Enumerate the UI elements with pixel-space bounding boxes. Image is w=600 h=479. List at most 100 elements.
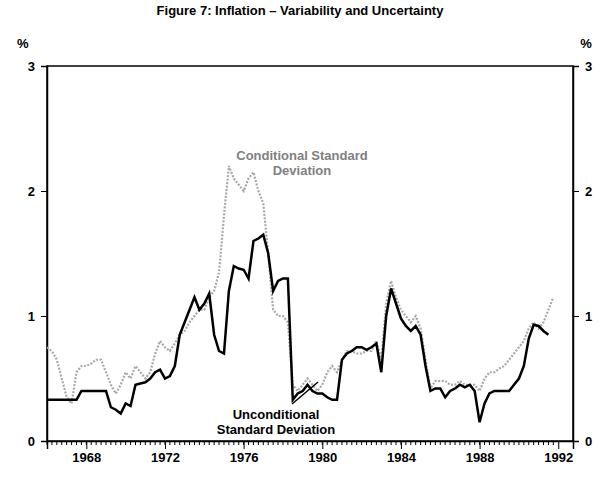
minor-tick [273, 441, 274, 445]
minor-tick [302, 441, 303, 445]
minor-tick [410, 441, 411, 445]
minor-tick [287, 441, 288, 445]
tick-mark [41, 191, 47, 192]
minor-tick [396, 441, 397, 445]
y-axis-left-line [41, 67, 48, 442]
series-lines [47, 166, 553, 422]
minor-tick [366, 441, 367, 445]
minor-tick [361, 441, 362, 445]
minor-tick [96, 441, 97, 445]
tick-label: 3 [585, 59, 592, 74]
minor-tick [184, 441, 185, 445]
minor-tick [469, 441, 470, 445]
minor-tick [243, 441, 244, 445]
tick: 3 [28, 59, 47, 74]
tick: 1980 [308, 441, 337, 465]
minor-tick [499, 441, 500, 445]
tick: 1984 [387, 441, 417, 465]
minor-tick [228, 441, 229, 445]
minor-tick [356, 441, 357, 445]
minor-tick [381, 441, 382, 445]
minor-tick [268, 441, 269, 445]
minor-tick [135, 441, 136, 445]
minor-tick [386, 441, 387, 445]
tick: 1988 [466, 441, 495, 465]
minor-tick [346, 441, 347, 445]
minor-tick [61, 441, 62, 445]
tick-label: 0 [28, 434, 35, 449]
tick-label: 1 [28, 309, 35, 324]
title: Figure 7: Inflation – Variability and Un… [157, 3, 445, 18]
minor-tick [533, 441, 534, 445]
minor-tick [174, 441, 175, 445]
minor-tick [341, 441, 342, 445]
tick: 1992 [544, 441, 573, 465]
minor-tick [400, 441, 401, 445]
tick: 3 [573, 59, 592, 74]
tick-mark [41, 316, 47, 317]
tick: 0 [28, 434, 47, 449]
tick: 1 [573, 309, 592, 324]
tick-mark [573, 316, 579, 317]
minor-tick [47, 441, 48, 445]
minor-tick [223, 441, 224, 445]
minor-tick [440, 441, 441, 445]
minor-tick [278, 441, 279, 445]
minor-tick [445, 441, 446, 445]
minor-tick [140, 441, 141, 445]
tick-mark [322, 441, 323, 449]
series-line [47, 235, 548, 423]
x-axis: 1968 1972 1976 1980 1984 1988 1992 [48, 441, 574, 465]
minor-tick [204, 441, 205, 445]
minor-tick [145, 441, 146, 445]
y-axis-right-line [574, 67, 580, 442]
minor-tick [86, 441, 87, 445]
minor-tick [253, 441, 254, 445]
minor-tick [81, 441, 82, 445]
tick: 1972 [151, 441, 180, 465]
tick: 2 [573, 184, 592, 199]
tick-label: 1968 [72, 450, 101, 465]
minor-tick [459, 441, 460, 445]
minor-tick [415, 441, 416, 445]
series-line [47, 166, 553, 404]
minor-tick [125, 441, 126, 445]
minor-tick [282, 441, 283, 445]
minor-tick [66, 441, 67, 445]
minor-tick [332, 441, 333, 445]
minor-tick [101, 441, 102, 445]
minor-tick [219, 441, 220, 445]
minor-tick [484, 441, 485, 445]
minor-tick [179, 441, 180, 445]
series-label: UnconditionalStandard Deviation [217, 407, 336, 437]
minor-tick [425, 441, 426, 445]
minor-tick [150, 441, 151, 445]
minor-tick [263, 441, 264, 445]
tick: 1976 [230, 441, 259, 465]
minor-tick [209, 441, 210, 445]
minor-tick [164, 441, 165, 445]
minor-tick [327, 441, 328, 445]
tick-label: 2 [585, 184, 592, 199]
minor-tick [169, 441, 170, 445]
minor-tick [337, 441, 338, 445]
minor-tick [160, 441, 161, 445]
minor-tick [371, 441, 372, 445]
minor-tick [514, 441, 515, 445]
tick-label: 2 [28, 184, 35, 199]
tick-label: 1972 [151, 450, 180, 465]
minor-tick [494, 441, 495, 445]
y-axis-right: 0123 [573, 59, 592, 449]
minor-tick [538, 441, 539, 445]
tick-mark [244, 441, 245, 449]
minor-tick [189, 441, 190, 445]
tick: 1968 [72, 441, 101, 465]
tick: 1 [28, 309, 47, 324]
tick-label: 1992 [544, 450, 573, 465]
minor-tick [258, 441, 259, 445]
label-pointer [292, 382, 318, 404]
minor-tick [105, 441, 106, 445]
x-minor-ticks [47, 441, 553, 445]
tick-label: 1984 [387, 450, 417, 465]
tick-mark [573, 191, 579, 192]
